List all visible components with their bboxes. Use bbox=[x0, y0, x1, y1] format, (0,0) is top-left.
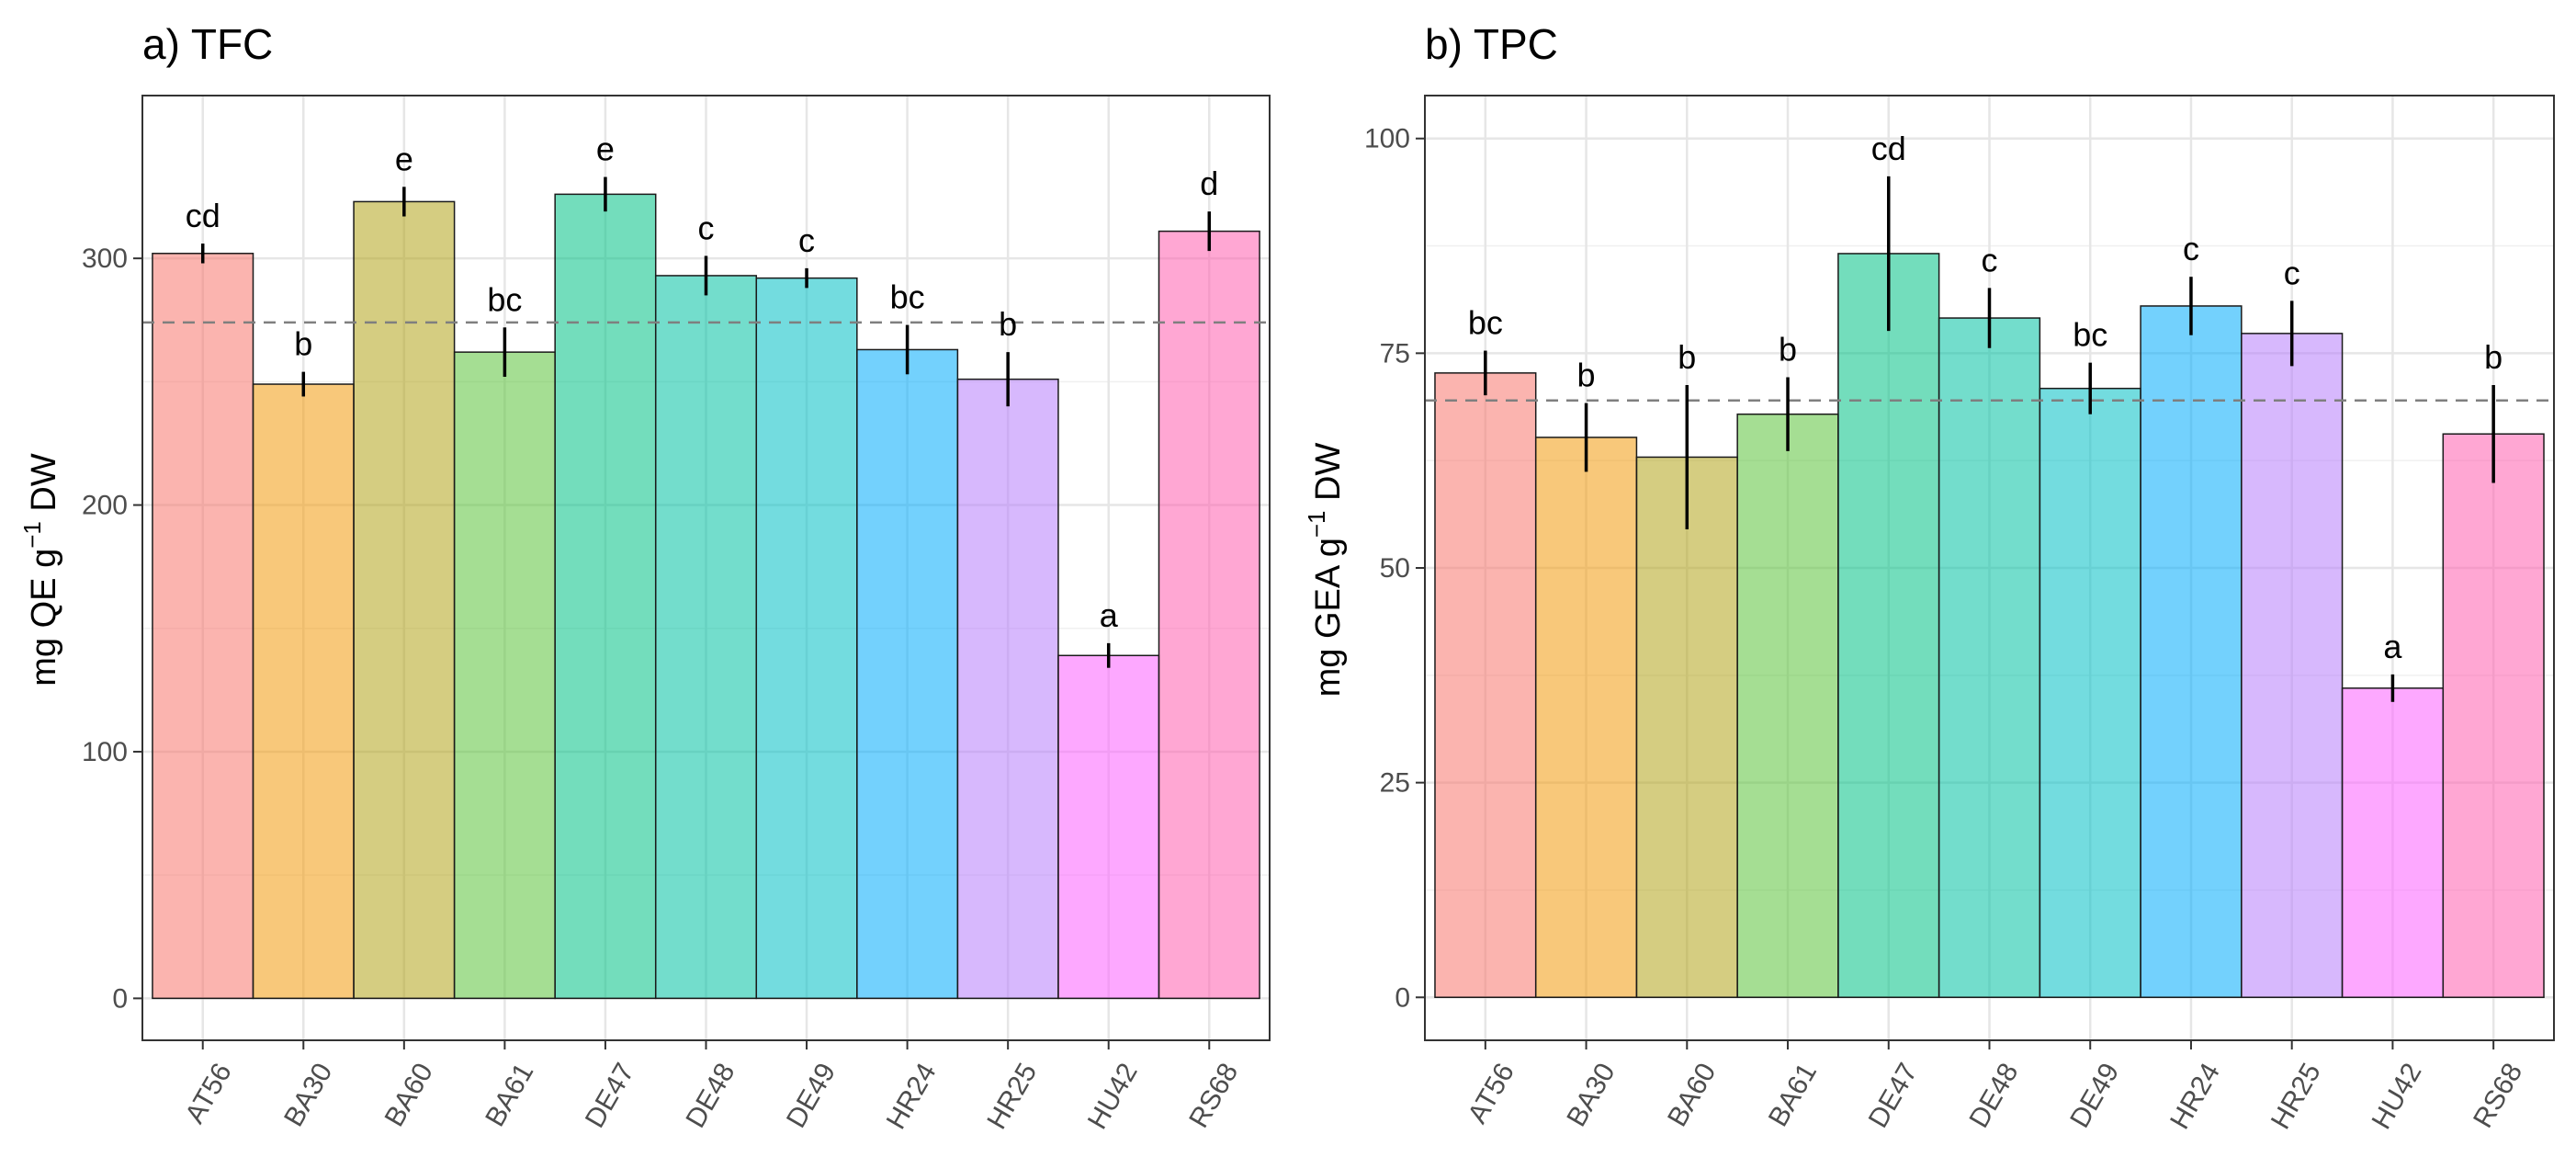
bar-hr24 bbox=[856, 348, 959, 1000]
x-tick-label-rs68: RS68 bbox=[2468, 1058, 2528, 1132]
bar-de48 bbox=[654, 275, 758, 1000]
y-tick-label: 0 bbox=[112, 983, 128, 1014]
significance-label-ba60: b bbox=[1678, 338, 1696, 376]
bar-de48 bbox=[1938, 317, 2041, 999]
bar-de47 bbox=[1837, 253, 1940, 999]
significance-label-rs68: d bbox=[1200, 164, 1218, 202]
significance-label-ba60: e bbox=[395, 140, 413, 177]
plot-area-tfc: cd b e bc e c c bc b a d 0 100 200 300 AT56 BA30 BA60 BA61… bbox=[82, 95, 1271, 1134]
bar-ba61 bbox=[453, 351, 556, 1000]
significance-label-de47: e bbox=[596, 130, 615, 168]
significance-label-de48: c bbox=[698, 209, 715, 246]
significance-label-ba30: b bbox=[294, 325, 312, 363]
significance-label-hr25: b bbox=[999, 305, 1017, 343]
x-tick-label-hr24: HR24 bbox=[881, 1058, 943, 1134]
x-tick-label-de49: DE49 bbox=[2064, 1058, 2125, 1132]
bar-hu42 bbox=[1057, 654, 1160, 1000]
significance-label-hr24: bc bbox=[890, 278, 925, 316]
y-tick-label: 25 bbox=[1380, 768, 1410, 799]
significance-label-de48: c bbox=[1982, 241, 1998, 278]
bar-rs68 bbox=[1158, 230, 1260, 1000]
significance-label-rs68: b bbox=[2484, 338, 2503, 376]
y-axis-title-tfc: mg QE g−1 DW bbox=[18, 453, 63, 686]
significance-label-de49: bc bbox=[2073, 316, 2107, 354]
panel-title-tfc: a) TFC bbox=[142, 20, 273, 68]
bar-rs68 bbox=[2442, 433, 2545, 999]
x-tick-label-hu42: HU42 bbox=[1082, 1058, 1144, 1134]
significance-label-de47: cd bbox=[1871, 130, 1906, 167]
bar-hu42 bbox=[2341, 687, 2445, 999]
panel-tfc: a) TFC mg QE g−1 DW cd b e bc e c c bc b a d 0 100 20… bbox=[18, 20, 1271, 1134]
y-tick-label: 100 bbox=[1364, 124, 1410, 154]
y-tick-label: 100 bbox=[82, 737, 128, 767]
x-tick-label-de48: DE48 bbox=[1963, 1058, 2024, 1132]
x-tick-label-ba61: BA61 bbox=[480, 1058, 539, 1131]
bar-de47 bbox=[554, 193, 657, 1000]
bar-de49 bbox=[755, 277, 858, 1000]
bar-ba61 bbox=[1736, 413, 1839, 999]
x-tick-label-de47: DE47 bbox=[1863, 1058, 1924, 1132]
x-tick-label-ba61: BA61 bbox=[1763, 1058, 1823, 1131]
bar-at56 bbox=[152, 253, 254, 1000]
x-tick-label-ba30: BA30 bbox=[1561, 1058, 1621, 1131]
x-tick-label-ba60: BA60 bbox=[379, 1058, 439, 1131]
x-tick-label-de48: DE48 bbox=[680, 1058, 740, 1132]
bar-hr25 bbox=[2241, 333, 2344, 999]
x-tick-label-hr25: HR25 bbox=[981, 1058, 1043, 1134]
x-tick-label-ba60: BA60 bbox=[1662, 1058, 1722, 1131]
significance-label-ba61: b bbox=[1779, 331, 1797, 369]
plot-area-tpc: bc b b b cd c bc c c a b 0 25 50 75 100 AT56 BA30 BA60 BA61… bbox=[1364, 95, 2555, 1134]
significance-label-at56: cd bbox=[186, 197, 220, 234]
significance-label-at56: bc bbox=[1468, 304, 1503, 342]
bar-ba60 bbox=[1635, 456, 1738, 999]
x-tick-label-rs68: RS68 bbox=[1183, 1058, 1244, 1132]
significance-label-hu42: a bbox=[1100, 596, 1119, 634]
y-tick-label: 0 bbox=[1395, 982, 1410, 1013]
x-tick-label-hr24: HR24 bbox=[2164, 1058, 2226, 1134]
bar-ba60 bbox=[353, 200, 456, 1000]
bar-hr25 bbox=[956, 378, 1059, 1000]
panel-tpc: b) TPC mg GEA g−1 DW bc b b b cd c bc c c a b 0 25 50… bbox=[1303, 20, 2555, 1134]
significance-label-de49: c bbox=[798, 221, 815, 259]
bar-de49 bbox=[2039, 387, 2141, 999]
bar-ba30 bbox=[252, 383, 355, 1000]
x-tick-label-de47: DE47 bbox=[580, 1058, 640, 1132]
x-tick-label-hr25: HR25 bbox=[2265, 1058, 2327, 1134]
x-tick-label-at56: AT56 bbox=[1463, 1058, 1520, 1129]
x-tick-label-hu42: HU42 bbox=[2367, 1058, 2428, 1134]
x-tick-label-at56: AT56 bbox=[179, 1058, 237, 1129]
y-tick-label: 50 bbox=[1380, 553, 1410, 584]
panel-title-tpc: b) TPC bbox=[1425, 20, 1558, 68]
y-tick-label: 200 bbox=[82, 491, 128, 521]
significance-label-ba30: b bbox=[1577, 357, 1596, 394]
significance-label-hr24: c bbox=[2183, 230, 2199, 267]
significance-label-hu42: a bbox=[2383, 628, 2402, 665]
significance-label-ba61: bc bbox=[487, 280, 522, 318]
x-tick-label-ba30: BA30 bbox=[278, 1058, 338, 1131]
bar-ba30 bbox=[1534, 437, 1638, 999]
bar-at56 bbox=[1434, 372, 1537, 999]
significance-label-hr25: c bbox=[2284, 254, 2300, 291]
y-tick-label: 300 bbox=[82, 244, 128, 274]
bar-hr24 bbox=[2140, 305, 2243, 999]
y-tick-label: 75 bbox=[1380, 338, 1410, 369]
x-tick-label-de49: DE49 bbox=[781, 1058, 842, 1132]
y-axis-title-tpc: mg GEA g−1 DW bbox=[1303, 443, 1348, 698]
